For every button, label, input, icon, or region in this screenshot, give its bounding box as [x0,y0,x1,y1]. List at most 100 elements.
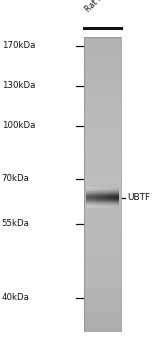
Bar [86,204,119,205]
Bar [113,187,114,208]
Bar [86,202,119,203]
Bar [84,176,121,180]
Bar [84,287,121,290]
Bar [84,44,121,48]
Bar [114,187,116,208]
Bar [86,194,119,195]
Bar [106,187,108,208]
Bar [86,198,119,199]
Bar [116,187,118,208]
Bar [96,187,97,208]
Bar [86,196,119,197]
Bar [84,88,121,92]
Bar [84,232,121,235]
Bar [84,217,121,220]
Bar [84,147,121,150]
Bar [84,51,121,55]
Bar [84,246,121,250]
Bar [84,279,121,283]
Bar [84,188,121,191]
Bar [111,187,113,208]
Bar [84,184,121,188]
Bar [84,239,121,243]
Bar [91,187,92,208]
Bar [84,140,121,144]
Bar [84,283,121,287]
Bar [84,323,121,327]
Text: 40kDa: 40kDa [2,293,30,302]
Bar [84,154,121,158]
Bar [86,187,87,208]
Bar [86,201,119,202]
Bar [84,220,121,224]
Bar [84,99,121,103]
Bar [84,191,121,195]
Text: 55kDa: 55kDa [2,219,30,229]
Bar [84,253,121,257]
Bar [86,188,119,189]
Bar [84,316,121,320]
Bar [84,173,121,176]
Bar [86,193,119,194]
Bar [84,129,121,132]
Bar [84,48,121,51]
Bar [94,187,96,208]
Text: 70kDa: 70kDa [2,174,30,183]
Bar [86,205,119,206]
Bar [84,261,121,265]
Bar [84,150,121,154]
Bar [84,106,121,110]
Bar [84,162,121,166]
Bar [84,37,121,40]
Bar [84,70,121,74]
Bar [84,202,121,206]
Bar [84,243,121,246]
Text: UBTF: UBTF [128,193,151,202]
Bar [84,92,121,96]
Bar [84,305,121,309]
Bar [97,187,99,208]
Text: Rat kidney: Rat kidney [83,0,120,14]
Bar [86,191,119,192]
Bar [84,84,121,88]
Bar [102,187,104,208]
Bar [86,192,119,193]
Bar [84,213,121,217]
Bar [86,189,119,190]
Bar [84,195,121,198]
Bar [84,37,121,331]
Bar [101,187,102,208]
Bar [84,74,121,77]
Bar [118,187,119,208]
Bar [84,55,121,59]
Bar [86,187,119,188]
Bar [84,81,121,84]
Text: 170kDa: 170kDa [2,41,35,50]
Bar [84,206,121,209]
Bar [84,301,121,305]
Bar [86,200,119,201]
Bar [99,187,101,208]
Bar [84,110,121,114]
Text: 130kDa: 130kDa [2,81,35,90]
Bar [84,144,121,147]
Bar [104,187,106,208]
Bar [84,294,121,298]
Bar [84,114,121,118]
Bar [86,190,119,191]
Bar [84,158,121,162]
Bar [84,268,121,272]
Bar [84,59,121,63]
Bar [84,77,121,81]
Bar [84,250,121,253]
Bar [84,224,121,228]
Bar [84,198,121,202]
Bar [84,276,121,279]
Bar [89,187,91,208]
Bar [86,195,119,196]
Bar [86,206,119,207]
Bar [84,327,121,331]
Text: 100kDa: 100kDa [2,121,35,131]
Bar [84,257,121,261]
Bar [92,187,94,208]
